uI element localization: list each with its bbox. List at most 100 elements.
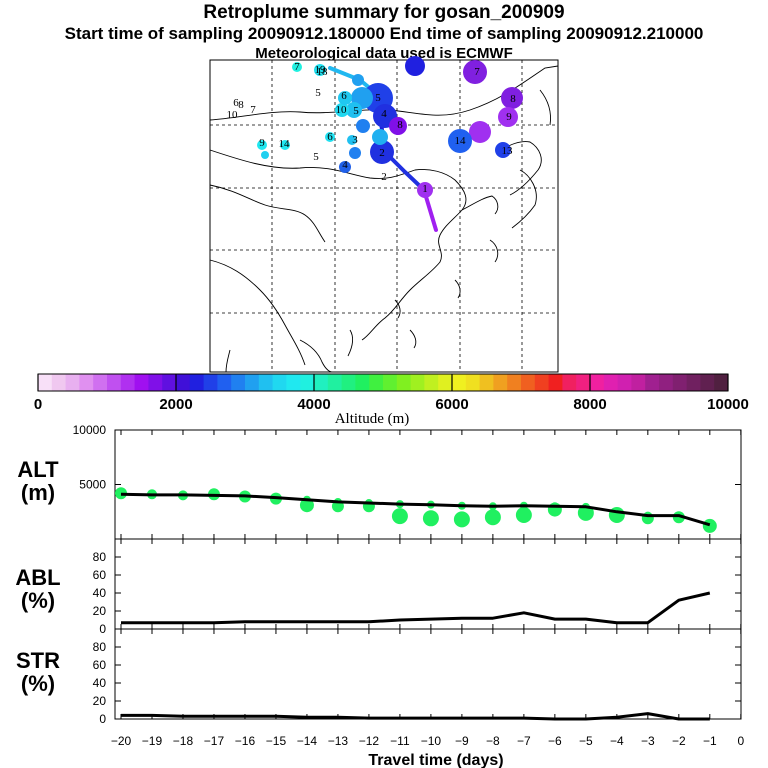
alt-cluster-marker [515, 507, 532, 524]
plume-number-label: 18 [317, 66, 329, 78]
colorbar-cells [38, 374, 729, 391]
met-data-line: Meteorological data used is ECMWF [255, 45, 513, 62]
y-tick-label: 40 [93, 676, 107, 690]
plume-number-label: 5 [315, 87, 321, 99]
colorbar-cell [341, 374, 356, 391]
colorbar-cell [79, 374, 94, 391]
colorbar-cell [672, 374, 688, 391]
colorbar-cell [245, 374, 260, 391]
alt-panel-unit: (m) [21, 480, 55, 505]
colorbar-cell [686, 374, 701, 391]
plume-number-label: 4 [381, 108, 387, 120]
colorbar-cell [465, 374, 481, 391]
plume-circles [257, 56, 523, 198]
y-tick-label: 80 [93, 550, 107, 564]
colorbar-cell [314, 374, 329, 391]
y-tick-label: 40 [93, 586, 107, 600]
colorbar-cell [134, 374, 149, 391]
y-tick-label: 60 [93, 658, 107, 672]
x-tick-label: −14 [297, 734, 318, 748]
colorbar-cell [355, 374, 370, 391]
y-tick-label: 60 [93, 568, 107, 582]
colorbar-cell [51, 374, 67, 391]
colorbar-cell [396, 374, 412, 391]
colorbar-tick-label: 6000 [435, 396, 468, 413]
y-tick-label: 10000 [73, 423, 107, 437]
x-tick-label: −19 [142, 734, 163, 748]
plume-number-label: 13 [502, 145, 514, 157]
map-graticule [210, 60, 558, 372]
plume-number-label: 7 [250, 104, 256, 116]
colorbar-tick-label: 10000 [707, 396, 749, 413]
alt-cluster-marker [391, 508, 408, 525]
plume-number-label: 2 [379, 147, 385, 159]
colorbar-tick-label: 8000 [573, 396, 606, 413]
colorbar-cell [479, 374, 494, 391]
plume-number-label: 10 [227, 109, 239, 121]
plume-number-label: 8 [510, 93, 516, 105]
x-axis-ticks: −20 −19 −18 −17 −16 −15 −14 −13 −12 −11 −10 −9 −8 −7−… [111, 430, 744, 748]
plume-number-label: 8 [397, 119, 403, 131]
plume-number-label: 5 [313, 151, 319, 163]
abl-series-line [121, 591, 711, 625]
alt-cluster-marker [422, 510, 439, 527]
series-lines [120, 492, 711, 721]
plume-number-label: 1 [422, 183, 428, 195]
plume-number-label: 5 [353, 105, 359, 117]
x-tick-label: −8 [486, 734, 500, 748]
colorbar-cell [286, 374, 301, 391]
time-series-panels: ALT (m) ABL (%) STR (%) 5000 10000 0 20 40 6… [15, 423, 744, 768]
alt-cluster-marker [453, 511, 470, 528]
str-panel-label: STR [16, 648, 60, 673]
plume-number-label: 2 [381, 171, 387, 183]
colorbar-cell [327, 374, 343, 391]
colorbar-cell [714, 374, 729, 391]
altitude-colorbar: 0 2000 4000 6000 8000 10000 Altitude (m) [34, 373, 749, 427]
plume-number-label: 7 [474, 66, 480, 78]
colorbar-cell [231, 374, 246, 391]
plume-number-label: 5 [375, 92, 381, 104]
colorbar-cell [507, 374, 522, 391]
x-tick-label: −13 [328, 734, 349, 748]
y-tick-label: 0 [99, 622, 106, 636]
colorbar-cell [217, 374, 232, 391]
sampling-time-line: Start time of sampling 20090912.180000 E… [64, 24, 704, 43]
colorbar-cell [631, 374, 646, 391]
plume-number-label: 6 [341, 90, 347, 102]
colorbar-cell [521, 374, 536, 391]
colorbar-cell [548, 374, 563, 391]
colorbar-cell [258, 374, 274, 391]
str-series-line [121, 712, 710, 721]
colorbar-cell [120, 374, 136, 391]
colorbar-cell [534, 374, 550, 391]
str-panel-frame [114, 628, 742, 720]
alt-series-line [120, 492, 711, 527]
colorbar-cell [65, 374, 80, 391]
colorbar-cell [107, 374, 122, 391]
plume-number-label: 3 [352, 134, 358, 146]
plume-number-label: 7 [294, 61, 300, 73]
map-coastlines [209, 65, 559, 373]
str-panel-unit: (%) [21, 671, 55, 696]
plume-number-label: 9 [259, 137, 265, 149]
figure-title: Retroplume summary for gosan_200909 [203, 2, 565, 23]
plume-number-label: 14 [279, 138, 291, 150]
colorbar-cell [659, 374, 674, 391]
colorbar-tick-label: 2000 [159, 396, 192, 413]
x-tick-label: −6 [548, 734, 562, 748]
abl-axis: 0 20 40 60 80 [93, 550, 741, 636]
x-tick-label: −20 [111, 734, 132, 748]
abl-panel-unit: (%) [21, 588, 55, 613]
alt-cluster-marker [299, 498, 314, 513]
y-tick-label: 20 [93, 604, 107, 618]
colorbar-cell [203, 374, 218, 391]
y-tick-label: 5000 [79, 478, 106, 492]
colorbar-cell [93, 374, 108, 391]
x-tick-label: −9 [455, 734, 469, 748]
abl-panel-frame [114, 538, 742, 630]
x-tick-label: −10 [421, 734, 442, 748]
x-axis-title: Travel time (days) [368, 752, 503, 768]
colorbar-cell [272, 374, 287, 391]
x-tick-label: −17 [204, 734, 225, 748]
